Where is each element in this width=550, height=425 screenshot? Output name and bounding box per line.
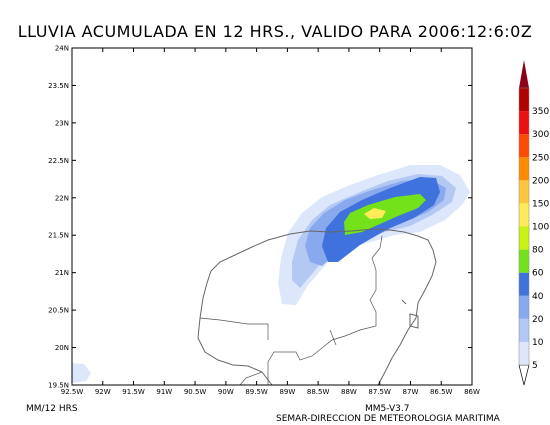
lon-tick-label: 88.5W — [307, 388, 330, 396]
colorbar: 5 10 20 40 60 80 100 150 200 250 300 350 — [518, 60, 549, 386]
colorbar-box — [519, 157, 529, 181]
lat-tick-label: 21.5N — [48, 232, 69, 240]
coastline — [197, 228, 437, 386]
colorbar-label: 60 — [532, 269, 544, 279]
lat-tick-label: 22N — [55, 194, 69, 202]
lat-tick-label: 19.5N — [48, 382, 69, 390]
lon-tick-label: 87.5W — [368, 388, 391, 396]
longitude-ticks: 92.5W 92W 91.5W 91W 90.5W 90W 89.5W 89W 88.5W 88W… — [61, 48, 480, 396]
units-label: MM/12 HRS — [26, 404, 78, 414]
colorbar-box — [519, 111, 529, 135]
model-label: MM5-V3.7 — [365, 404, 410, 414]
lon-tick-label: 88W — [341, 388, 357, 396]
colorbar-upper-triangle — [519, 60, 529, 88]
colorbar-label: 5 — [532, 361, 538, 371]
lon-tick-label: 89W — [279, 388, 295, 396]
lon-tick-label: 90.5W — [184, 388, 207, 396]
colorbar-box — [519, 180, 529, 204]
rain-band-5-corner — [72, 363, 91, 383]
colorbar-label: 300 — [532, 130, 549, 140]
colorbar-label: 150 — [532, 199, 549, 209]
colorbar-label: 250 — [532, 153, 549, 163]
lat-tick-label: 22.5N — [48, 157, 69, 165]
rainfall-fields — [72, 165, 470, 383]
lon-tick-label: 91.5W — [122, 388, 145, 396]
lon-tick-label: 91W — [156, 388, 172, 396]
source-label: SEMAR-DIRECCION DE METEOROLOGIA MARITIMA — [276, 414, 500, 424]
colorbar-label: 40 — [532, 292, 544, 302]
map-title: LLUVIA ACUMULADA EN 12 HRS., VALIDO PARA… — [17, 22, 533, 41]
colorbar-label: 100 — [532, 223, 549, 233]
lat-tick-label: 23N — [55, 119, 69, 127]
rain-band-80 — [364, 208, 386, 219]
colorbar-box — [519, 226, 529, 250]
colorbar-box — [519, 203, 529, 227]
colorbar-box — [519, 318, 529, 342]
lat-tick-label: 20N — [55, 344, 69, 352]
colorbar-label: 10 — [532, 338, 544, 348]
lat-tick-label: 20.5N — [48, 307, 69, 315]
plot-frame — [71, 47, 473, 386]
lon-tick-label: 87W — [403, 388, 419, 396]
colorbar-box — [519, 341, 529, 365]
colorbar-label: 80 — [532, 246, 544, 256]
colorbar-label: 20 — [532, 315, 544, 325]
lat-tick-label: 23.5N — [48, 82, 69, 90]
lon-tick-label: 89.5W — [245, 388, 268, 396]
lat-tick-label: 21N — [55, 269, 69, 277]
lon-tick-label: 86.5W — [430, 388, 453, 396]
state-borders — [199, 235, 383, 386]
colorbar-lower-triangle — [518, 364, 530, 386]
lat-tick-label: 24N — [55, 45, 69, 53]
lon-tick-label: 90W — [218, 388, 234, 396]
lon-tick-label: 86W — [464, 388, 480, 396]
colorbar-box — [519, 88, 529, 112]
colorbar-box — [519, 134, 529, 158]
colorbar-outline — [518, 87, 530, 366]
rain-band-60 — [344, 194, 426, 235]
latitude-ticks: 19.5N 20N 20.5N 21N 21.5N 22N 22.5N 23N 23.5N 24N — [48, 45, 472, 390]
lon-tick-label: 92.5W — [61, 388, 84, 396]
colorbar-box — [519, 249, 529, 273]
colorbar-box — [519, 272, 529, 296]
colorbar-box — [519, 295, 529, 319]
colorbar-label: 350 — [532, 107, 549, 117]
lon-tick-label: 92W — [95, 388, 111, 396]
colorbar-label: 200 — [532, 176, 549, 186]
